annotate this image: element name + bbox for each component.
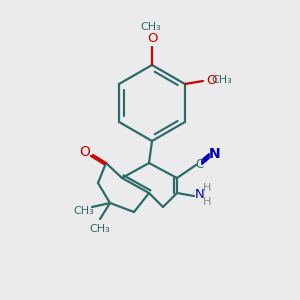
Text: N: N: [195, 188, 205, 202]
Text: CH₃: CH₃: [90, 224, 110, 234]
Text: O: O: [80, 145, 90, 159]
Text: H: H: [203, 183, 211, 193]
Text: N: N: [209, 147, 221, 161]
Text: C: C: [195, 158, 203, 170]
Text: O: O: [207, 74, 217, 86]
Text: CH₃: CH₃: [212, 75, 232, 85]
Text: CH₃: CH₃: [74, 206, 94, 216]
Text: CH₃: CH₃: [141, 22, 161, 32]
Text: H: H: [203, 197, 211, 207]
Text: O: O: [147, 32, 157, 46]
